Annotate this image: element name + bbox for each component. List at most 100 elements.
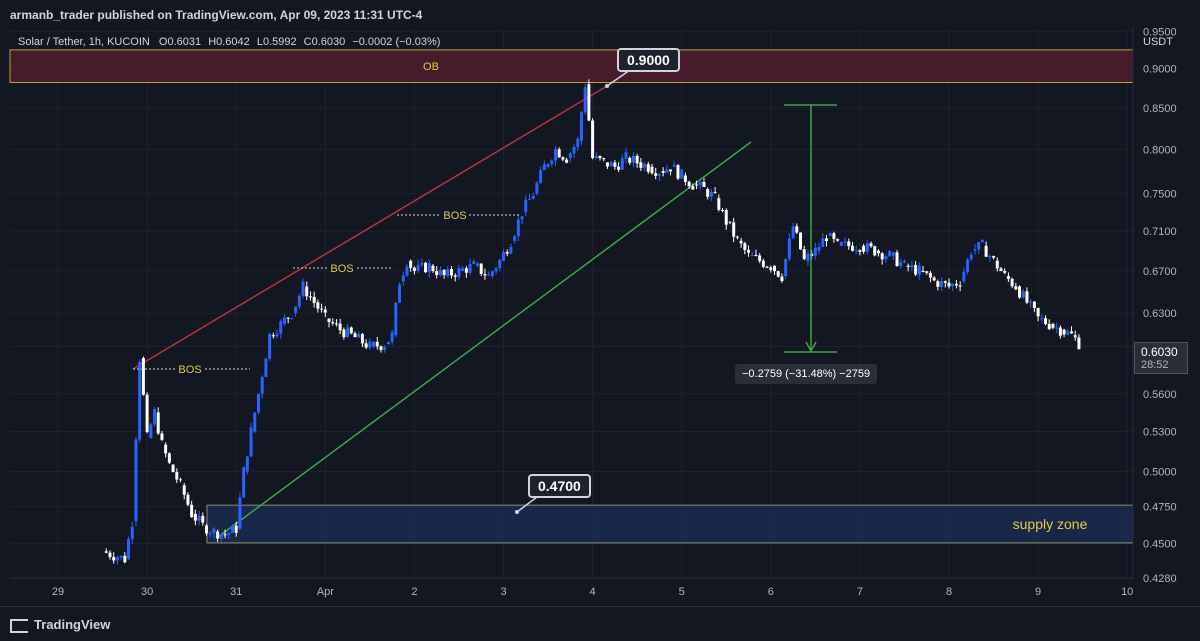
candle-body: [583, 87, 587, 113]
candle-body: [780, 276, 784, 282]
candle-body: [394, 302, 398, 336]
candle-body: [747, 249, 751, 253]
candle-body: [1058, 327, 1062, 336]
x-tick-label: 10: [1121, 586, 1133, 598]
candle-body: [1010, 278, 1014, 287]
candle-body: [765, 266, 769, 268]
bos-label-bg: [441, 208, 469, 222]
bos-label: BOS: [330, 263, 353, 275]
candle-body: [631, 155, 635, 163]
candle-body: [505, 252, 509, 254]
candle-body: [661, 171, 665, 173]
candle-body: [735, 236, 739, 238]
candle-body: [598, 155, 602, 159]
candle-body: [754, 255, 758, 257]
candle-body: [123, 555, 127, 563]
footer-bar: TradingView: [0, 606, 1200, 641]
candle-body: [431, 265, 435, 272]
candle-body: [958, 285, 962, 287]
candle-body: [665, 169, 669, 173]
symbol-legend[interactable]: Solar / Tether, 1h, KUCOIN O0.6031 H0.60…: [18, 36, 444, 48]
chart-candles: [104, 79, 1081, 565]
candle-body: [375, 341, 379, 347]
candle-body: [568, 153, 572, 158]
candle-body: [579, 112, 583, 141]
candle-body: [739, 240, 743, 244]
candle-body: [1055, 327, 1059, 329]
candle-body: [1036, 307, 1040, 317]
measure-label[interactable]: −0.2759 (−31.48%) −2759: [735, 364, 878, 384]
candle-body: [817, 247, 821, 251]
candle-body: [249, 427, 253, 457]
candle-body: [787, 238, 791, 259]
candle-body: [282, 317, 286, 325]
candle-body: [227, 532, 231, 535]
candle-body: [539, 170, 543, 183]
candle-body: [1077, 337, 1081, 349]
candle-body: [531, 195, 535, 199]
candle-body: [839, 242, 843, 246]
candle-body: [242, 467, 246, 498]
candle-body: [914, 265, 918, 275]
candle-body: [401, 275, 405, 282]
callout-0.9000[interactable]: 0.9000: [617, 48, 680, 72]
candle-body: [1006, 276, 1010, 279]
candle-body: [230, 525, 234, 533]
candle-body: [646, 164, 650, 172]
callout-bottom-pointer: [516, 496, 538, 513]
candle-body: [323, 309, 327, 313]
candle-body: [620, 158, 624, 170]
candle-body: [862, 245, 866, 252]
callout-0.4700[interactable]: 0.4700: [528, 474, 591, 498]
candle-body: [364, 343, 368, 348]
change-value: −0.0002 (−0.03%): [352, 36, 441, 48]
candle-body: [334, 323, 338, 325]
candle-body: [153, 409, 157, 425]
candle-body: [286, 317, 290, 319]
candle-body: [427, 263, 431, 273]
candle-body: [390, 332, 394, 342]
candle-body: [271, 335, 275, 337]
candle-body: [824, 238, 828, 241]
ob-label: OB: [423, 61, 439, 73]
candle-body: [743, 243, 747, 250]
currency-label[interactable]: USDT: [1143, 36, 1173, 48]
bos-label: BOS: [443, 210, 466, 222]
bos-label-bg: [176, 362, 204, 376]
candle-body: [182, 485, 186, 495]
candle-body: [1021, 291, 1025, 298]
candle-body: [405, 266, 409, 276]
symbol-name[interactable]: Solar / Tether, 1h, KUCOIN: [18, 36, 150, 48]
candle-body: [476, 263, 480, 266]
candle-body: [691, 186, 695, 190]
candle-body: [594, 155, 598, 158]
candle-body: [873, 246, 877, 256]
candle-body: [546, 164, 550, 167]
candle-body: [832, 233, 836, 239]
chart-zones: OB supply zone: [9, 49, 1134, 544]
candle-body: [843, 241, 847, 243]
candle-body: [1044, 318, 1048, 325]
candle-body: [854, 250, 858, 252]
candle-body: [717, 198, 721, 210]
candle-body: [127, 539, 131, 560]
candle-body: [141, 358, 145, 395]
candle-body: [171, 464, 175, 473]
candle-body: [602, 158, 606, 160]
candle-body: [1073, 335, 1077, 338]
candle-body: [115, 557, 119, 561]
candle-body: [988, 256, 992, 258]
candle-body: [891, 252, 895, 256]
tradingview-logo[interactable]: TradingView: [10, 617, 110, 633]
candle-body: [197, 515, 201, 521]
candle-body: [750, 255, 754, 257]
candle-body: [869, 243, 873, 247]
candle-body: [208, 533, 212, 535]
candle-body: [643, 164, 647, 168]
candle-body: [542, 164, 546, 171]
candle-body: [687, 181, 691, 187]
candle-body: [698, 182, 702, 186]
candle-body: [550, 160, 554, 165]
candle-body: [591, 120, 595, 159]
